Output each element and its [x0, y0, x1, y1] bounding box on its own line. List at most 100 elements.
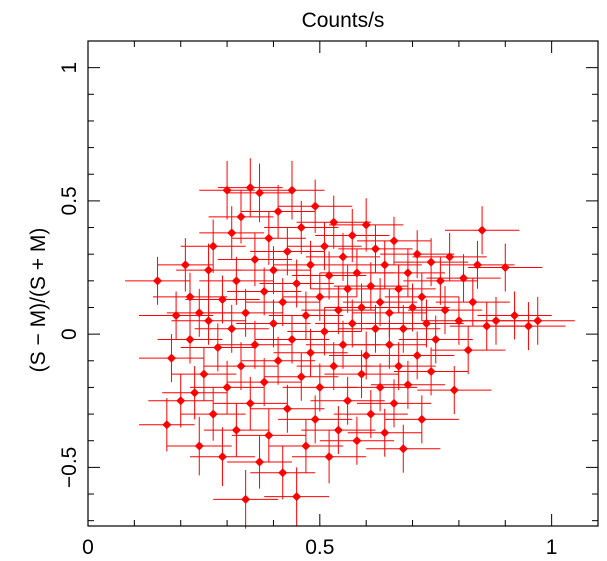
data-point [375, 382, 385, 392]
data-point [384, 308, 394, 318]
data-point [426, 257, 436, 267]
data-point [222, 185, 232, 195]
data-point [255, 457, 265, 467]
data-point [510, 310, 520, 320]
data-point [500, 263, 510, 273]
x-tick-label: 0 [82, 536, 94, 559]
data-point [333, 305, 343, 315]
data-point [185, 292, 195, 302]
data-point [273, 207, 283, 217]
x-tick-label: 1 [546, 536, 558, 559]
y-axis-label: (S − M)/(S + M) [27, 228, 50, 373]
y-tick-label: −0.5 [58, 447, 81, 488]
data-point [217, 294, 227, 304]
data-point [403, 268, 413, 278]
data-point [306, 260, 316, 270]
data-point [343, 396, 353, 406]
data-layer [125, 158, 575, 529]
data-point [426, 366, 436, 376]
data-point [319, 326, 329, 336]
data-point [491, 316, 501, 326]
data-point [482, 321, 492, 331]
data-point [333, 425, 343, 435]
y-tick-label: 0.5 [58, 186, 81, 215]
data-point [171, 310, 181, 320]
data-point [412, 249, 422, 259]
data-point [389, 398, 399, 408]
data-point [282, 247, 292, 257]
data-point [370, 324, 380, 334]
data-point [306, 348, 316, 358]
data-point [366, 409, 376, 419]
data-point [329, 217, 339, 227]
data-point [213, 342, 223, 352]
data-point [264, 233, 274, 243]
data-point [338, 252, 348, 262]
data-point [287, 334, 297, 344]
chart-title: Counts/s [302, 9, 385, 32]
data-point [361, 220, 371, 230]
data-point [231, 276, 241, 286]
data-point [180, 260, 190, 270]
data-point [352, 436, 362, 446]
data-point [319, 241, 329, 251]
data-point [398, 324, 408, 334]
data-point [153, 276, 163, 286]
data-point [222, 382, 232, 392]
data-point [366, 281, 376, 291]
data-point [454, 316, 464, 326]
data-point [523, 321, 533, 331]
data-point [236, 361, 246, 371]
data-point [315, 382, 325, 392]
data-point [361, 350, 371, 360]
data-point [231, 425, 241, 435]
data-point [394, 361, 404, 371]
plot-frame [87, 40, 599, 527]
data-point [533, 316, 543, 326]
data-point [296, 372, 306, 382]
data-point [477, 225, 487, 235]
data-point [357, 302, 367, 312]
data-point [445, 252, 455, 262]
data-point [338, 340, 348, 350]
axes-layer: 0 0.5 1 −0.5 0 0.5 1 [58, 40, 599, 559]
data-point [310, 201, 320, 211]
data-point [204, 316, 214, 326]
data-point [352, 268, 362, 278]
data-point [282, 404, 292, 414]
data-point [292, 279, 302, 288]
data-point [449, 385, 459, 395]
data-point [185, 334, 195, 344]
data-point [440, 305, 450, 315]
data-point [190, 388, 200, 398]
data-point [472, 260, 482, 270]
data-point [384, 340, 394, 350]
data-point [259, 286, 269, 296]
data-point [417, 414, 427, 424]
data-point [324, 452, 334, 462]
data-point [324, 271, 334, 281]
data-point [236, 212, 246, 222]
data-point [292, 492, 302, 502]
data-point [255, 188, 265, 198]
data-point [375, 297, 385, 307]
data-point [412, 350, 422, 360]
data-point [245, 398, 255, 408]
data-point [380, 428, 390, 438]
y-tick-label: 1 [58, 62, 81, 74]
data-point [301, 441, 311, 451]
data-point [287, 185, 297, 195]
data-point [194, 441, 204, 451]
data-point [208, 241, 218, 251]
data-point [296, 223, 306, 233]
data-point [463, 345, 473, 355]
data-point [194, 308, 204, 318]
data-point [250, 340, 260, 350]
data-point [315, 292, 325, 302]
data-point [329, 361, 339, 371]
data-point [417, 292, 427, 302]
data-point [403, 380, 413, 390]
data-point [370, 244, 380, 254]
data-point [199, 369, 209, 379]
